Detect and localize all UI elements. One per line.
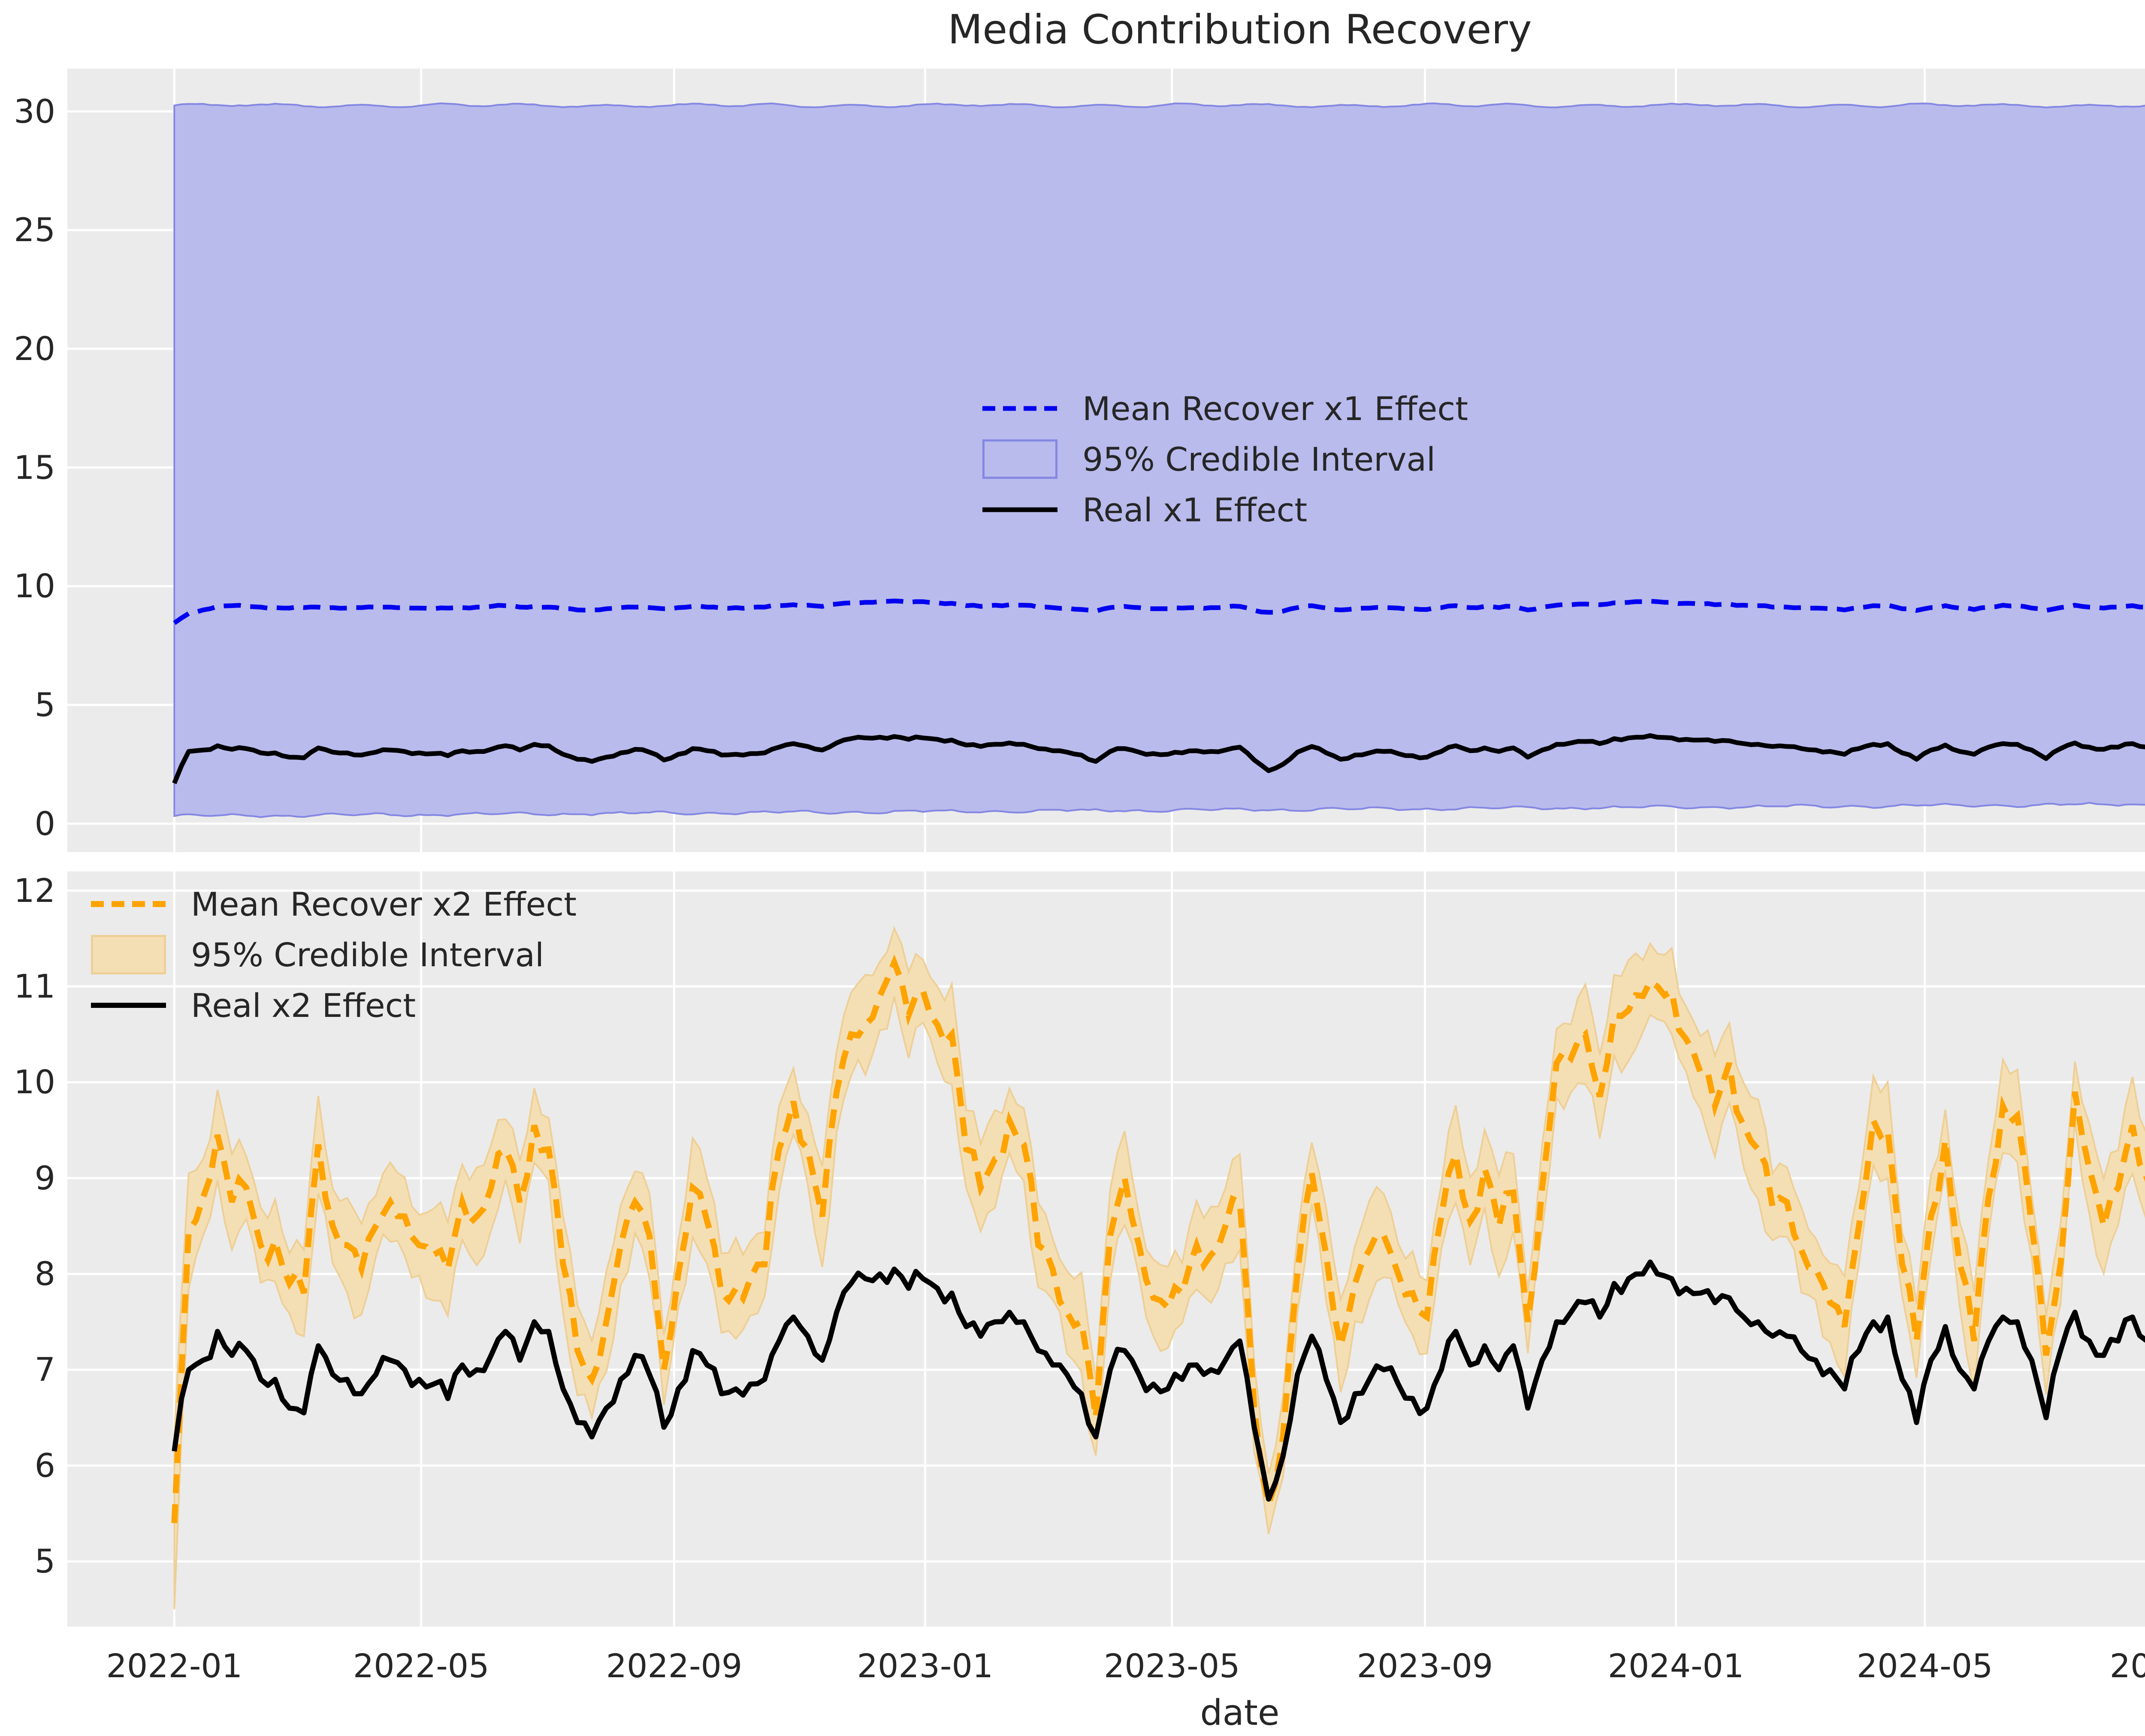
legend-label: Mean Recover x2 Effect	[191, 885, 577, 923]
legend-label: Real x1 Effect	[1082, 490, 1308, 529]
x-tick-label: 2022-01	[106, 1647, 243, 1685]
band-swatch-blue	[982, 439, 1057, 479]
legend-bottom: Mean Recover x2 Effect 95% Credible Inte…	[91, 879, 577, 1031]
legend-label: 95% Credible Interval	[191, 935, 544, 974]
legend-item-real-x1: Real x1 Effect	[982, 484, 1468, 535]
chart-title: Media Contribution Recovery	[948, 6, 1532, 53]
y-tick-label: 30	[14, 92, 55, 130]
y-tick-label: 7	[34, 1350, 55, 1389]
x-tick-label: 2023-01	[857, 1647, 994, 1685]
mean-recover-line	[173, 599, 2145, 625]
solid-line-swatch-black	[982, 503, 1057, 516]
y-tick-label: 20	[14, 329, 55, 368]
y-tick-label: 10	[14, 567, 55, 605]
y-tick-label: 5	[34, 685, 55, 724]
credible-interval-band	[173, 102, 2145, 818]
x-tick-label: 2022-05	[353, 1647, 489, 1685]
top-chart-svg	[67, 69, 2145, 852]
x-tick-label: 2024-09	[2109, 1647, 2145, 1685]
legend-item-real-x2: Real x2 Effect	[91, 980, 577, 1031]
dashed-line-swatch-orange	[91, 898, 166, 910]
mean-recover-line	[171, 954, 2145, 1524]
x-tick-label: 2024-05	[1856, 1647, 1993, 1685]
y-tick-label: 11	[14, 967, 55, 1006]
legend-item-mean-x1: Mean Recover x1 Effect	[982, 383, 1468, 434]
band-swatch-orange	[91, 935, 166, 974]
legend-item-ci-x2: 95% Credible Interval	[91, 929, 577, 980]
y-tick-label: 10	[14, 1063, 55, 1101]
legend-item-mean-x2: Mean Recover x2 Effect	[91, 879, 577, 929]
y-tick-label: 6	[34, 1446, 55, 1485]
real-effect-line	[172, 733, 2145, 784]
legend-label: Real x2 Effect	[191, 986, 416, 1025]
legend-item-ci-x1: 95% Credible Interval	[982, 434, 1468, 484]
bottom-chart-svg	[67, 871, 2145, 1627]
y-tick-label: 0	[34, 804, 55, 843]
y-tick-label: 12	[14, 871, 55, 910]
legend-label: 95% Credible Interval	[1082, 440, 1436, 478]
y-tick-label: 9	[34, 1158, 55, 1197]
credible-interval-band	[173, 926, 2145, 1609]
dashed-line-swatch-blue	[982, 402, 1057, 415]
y-tick-label: 15	[14, 448, 55, 487]
solid-line-swatch-black2	[91, 999, 166, 1012]
top-plot-area	[67, 69, 2145, 852]
x-tick-label: 2023-09	[1356, 1647, 1493, 1685]
bottom-plot-area	[67, 871, 2145, 1627]
real-effect-line	[172, 1259, 2145, 1502]
y-tick-label: 5	[34, 1542, 55, 1581]
x-axis-label: date	[1200, 1693, 1280, 1733]
x-tick-label: 2023-05	[1103, 1647, 1240, 1685]
legend-label: Mean Recover x1 Effect	[1082, 389, 1468, 428]
y-tick-label: 25	[14, 211, 55, 249]
x-tick-label: 2022-09	[606, 1647, 743, 1685]
y-tick-label: 8	[34, 1255, 55, 1293]
x-tick-label: 2024-01	[1607, 1647, 1744, 1685]
legend-top: Mean Recover x1 Effect 95% Credible Inte…	[982, 383, 1468, 535]
